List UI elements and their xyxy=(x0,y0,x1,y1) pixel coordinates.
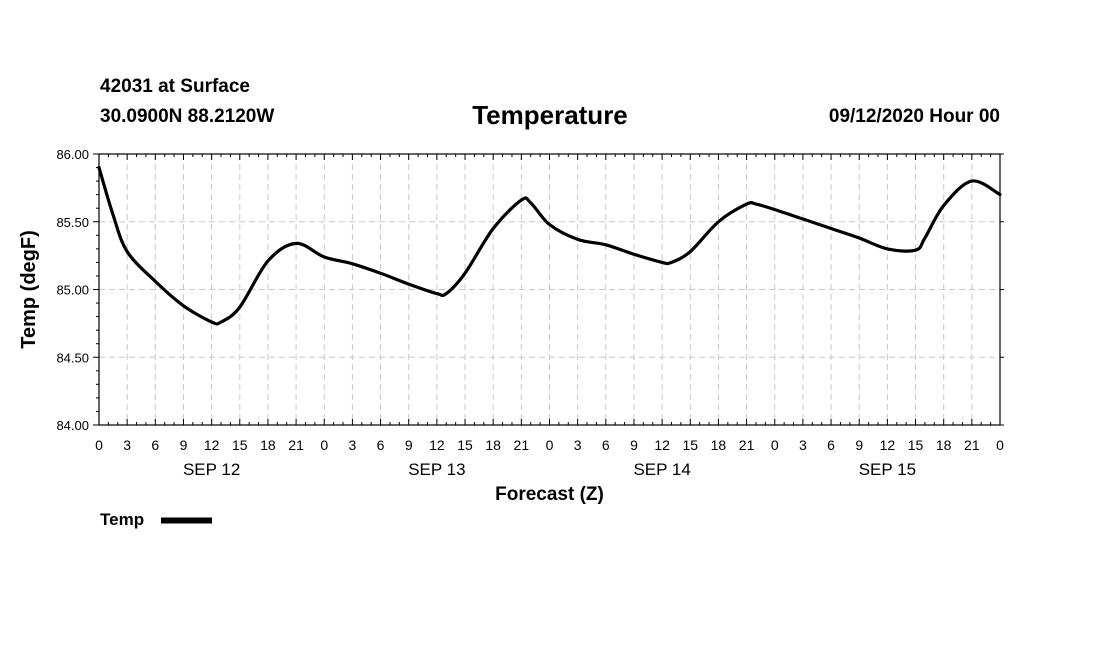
x-tick-label: 21 xyxy=(514,437,530,453)
x-tick-label: 18 xyxy=(260,437,276,453)
x-tick-label: 18 xyxy=(936,437,952,453)
forecast-date-label: 09/12/2020 Hour 00 xyxy=(828,106,1000,127)
x-tick-label: 12 xyxy=(880,437,896,453)
y-tick-label: 86.00 xyxy=(56,147,89,162)
x-tick-label: 0 xyxy=(996,437,1004,453)
x-tick-label: 9 xyxy=(630,437,638,453)
x-tick-label: 0 xyxy=(546,437,554,453)
x-tick-label: 0 xyxy=(95,437,103,453)
y-tick-label: 84.00 xyxy=(56,418,89,433)
x-tick-label: 9 xyxy=(855,437,863,453)
x-tick-label: 6 xyxy=(827,437,835,453)
x-tick-label: 12 xyxy=(429,437,445,453)
x-tick-label: 9 xyxy=(180,437,188,453)
x-tick-label: 3 xyxy=(574,437,582,453)
legend-label: Temp xyxy=(100,510,144,529)
x-tick-label: 21 xyxy=(739,437,755,453)
coordinates-label: 30.0900N 88.2120W xyxy=(100,106,275,127)
station-label: 42031 at Surface xyxy=(100,76,250,97)
day-label: SEP 13 xyxy=(408,460,465,479)
x-tick-label: 12 xyxy=(204,437,220,453)
x-tick-label: 21 xyxy=(288,437,304,453)
x-tick-label: 3 xyxy=(799,437,807,453)
x-tick-label: 6 xyxy=(602,437,610,453)
plot-frame xyxy=(98,153,1001,426)
x-tick-label: 9 xyxy=(405,437,413,453)
x-tick-label: 15 xyxy=(908,437,924,453)
x-tick-label: 15 xyxy=(682,437,698,453)
day-label: SEP 15 xyxy=(859,460,916,479)
grid-lines xyxy=(99,154,1000,425)
y-tick-label: 85.50 xyxy=(56,215,89,230)
x-tick-label: 18 xyxy=(485,437,501,453)
x-tick-label: 12 xyxy=(654,437,670,453)
x-tick-label: 15 xyxy=(457,437,473,453)
x-tick-label: 6 xyxy=(377,437,385,453)
day-label: SEP 14 xyxy=(633,460,690,479)
temp-series-line xyxy=(97,165,1002,326)
day-label: SEP 12 xyxy=(183,460,240,479)
x-tick-label: 15 xyxy=(232,437,248,453)
x-tick-label: 3 xyxy=(349,437,357,453)
x-tick-label: 0 xyxy=(320,437,328,453)
x-tick-label: 18 xyxy=(711,437,727,453)
x-tick-label: 21 xyxy=(964,437,980,453)
x-tick-label: 3 xyxy=(123,437,131,453)
tick-labels: 84.00 84.50 85.00 85.50 86.00 0 3 6 9 12 15 18 21 0 3 6… xyxy=(56,147,1004,479)
y-tick-label: 84.50 xyxy=(56,350,89,365)
x-tick-label: 6 xyxy=(151,437,159,453)
x-tick-label: 0 xyxy=(771,437,779,453)
y-tick-label: 85.00 xyxy=(56,283,89,298)
chart-title: Temperature xyxy=(472,100,628,130)
x-axis-label: Forecast (Z) xyxy=(495,484,604,505)
y-axis-label: Temp (degF) xyxy=(18,230,40,349)
